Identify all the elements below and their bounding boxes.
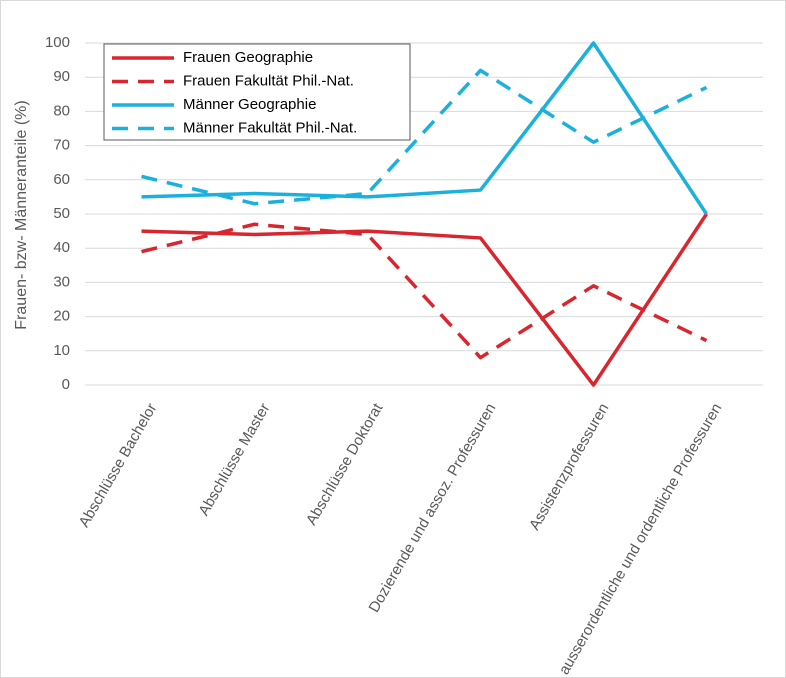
y-tick-label: 10: [53, 342, 70, 359]
y-tick-label: 50: [53, 205, 70, 222]
legend-label: Männer Fakultät Phil.-Nat.: [183, 119, 357, 136]
y-tick-label: 30: [53, 273, 70, 290]
series-line: [141, 68, 708, 206]
y-axis-label: Frauen- bzw- Männeranteile (%): [13, 100, 30, 329]
legend-label: Männer Geographie: [183, 96, 316, 113]
y-tick-label: 70: [53, 137, 70, 154]
y-tick-label: 0: [62, 376, 70, 393]
series-line: [141, 41, 708, 215]
series-line: [141, 222, 708, 360]
y-tick-label: 90: [53, 68, 70, 85]
y-tick-label: 40: [53, 239, 70, 256]
y-tick-label: 80: [53, 102, 70, 119]
y-tick-label: 20: [53, 308, 70, 325]
series-line: [141, 213, 708, 387]
y-tick-label: 100: [45, 34, 70, 51]
legend-label: Frauen Geographie: [183, 49, 313, 66]
y-tick-label: 60: [53, 171, 70, 188]
legend-box: [103, 43, 411, 141]
legend-label: Frauen Fakultät Phil.-Nat.: [183, 72, 354, 89]
